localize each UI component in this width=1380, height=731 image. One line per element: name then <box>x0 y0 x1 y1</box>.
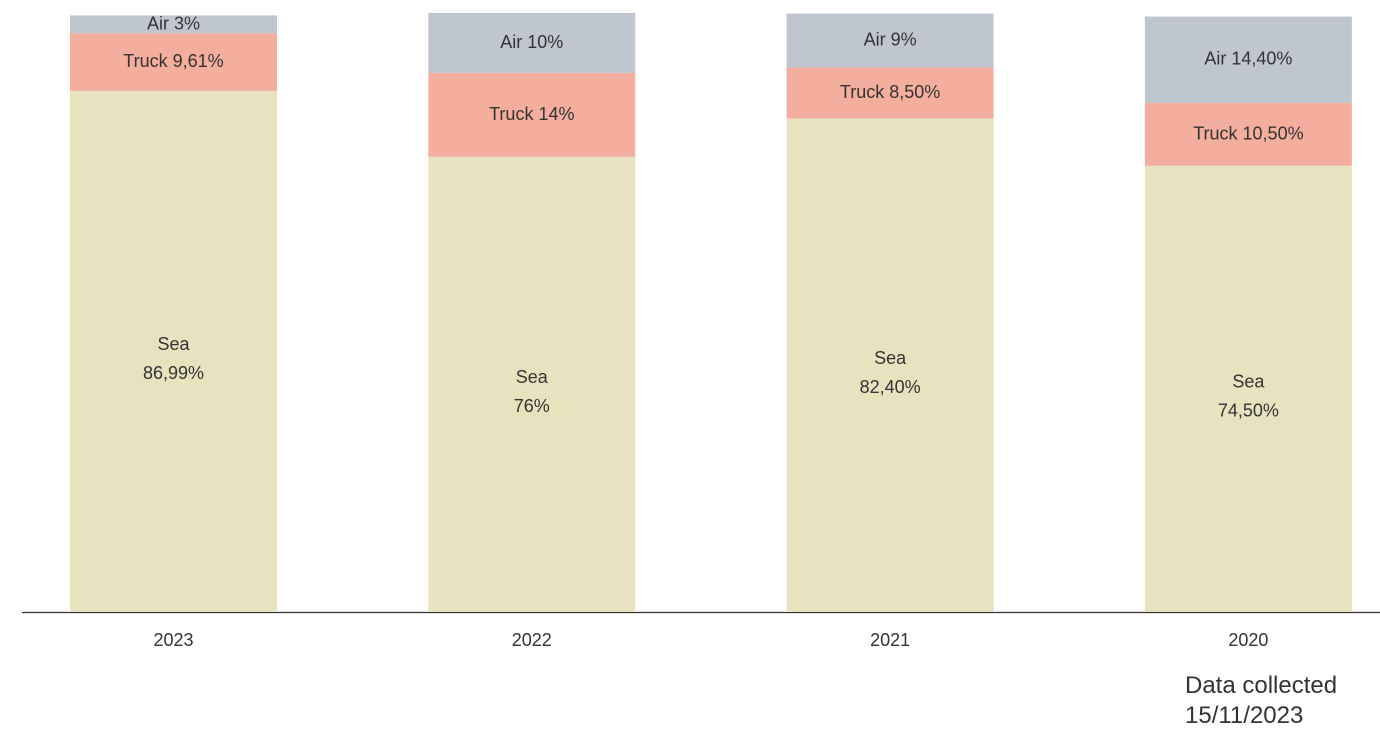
segment-value-label: 86,99% <box>143 363 204 383</box>
bar-segment <box>70 90 277 612</box>
segment-label: Sea <box>874 348 907 368</box>
segment-value-label: 10% <box>527 32 563 52</box>
series-name: Truck <box>123 51 168 71</box>
bar-segment <box>1144 102 1352 166</box>
series-name: Truck <box>840 82 885 102</box>
x-tick-label: 2022 <box>512 630 552 650</box>
segment-value-label: 9% <box>891 29 917 49</box>
segment-label: Air 14,40% <box>1204 48 1292 68</box>
segment-label: Sea <box>1232 372 1265 392</box>
series-name: Air <box>864 29 886 49</box>
series-name: Air <box>1204 48 1226 68</box>
footnote: Data collected 15/11/2023 <box>1185 672 1338 729</box>
segment-value-label: 8,50% <box>889 82 940 102</box>
segment-value-label: 3% <box>174 13 200 33</box>
bar-segment <box>70 33 277 91</box>
x-tick-label: 2021 <box>870 630 910 650</box>
bar-segment <box>786 13 994 68</box>
segment-label: Truck 14% <box>489 104 574 124</box>
x-tick-label: 2023 <box>153 630 193 650</box>
segment-value-label: 74,50% <box>1218 401 1279 421</box>
segment-label: Sea <box>516 367 549 387</box>
segment-value-label: 14,40% <box>1231 48 1292 68</box>
segment-label: Truck 10,50% <box>1193 123 1303 143</box>
segment-value-label: 9,61% <box>173 51 224 71</box>
segment-label: Truck 9,61% <box>123 51 223 71</box>
series-name: Air <box>147 13 169 33</box>
bar-segment <box>428 72 636 157</box>
segment-value-label: 10,50% <box>1243 123 1304 143</box>
bar-segment <box>1144 16 1352 103</box>
series-name: Air <box>500 32 522 52</box>
bar-segment <box>786 67 994 119</box>
bar-segment <box>70 15 277 34</box>
segment-label: Truck 8,50% <box>840 82 940 102</box>
bar-segment <box>1144 165 1352 612</box>
segment-label: Air 9% <box>864 29 917 49</box>
bar-segment <box>428 13 636 73</box>
series-name: Truck <box>489 104 534 124</box>
x-tick-label: 2020 <box>1228 630 1268 650</box>
segment-label: Sea <box>157 334 190 354</box>
segment-label: Air 10% <box>500 32 563 52</box>
segment-value-label: 82,40% <box>860 377 921 397</box>
segment-value-label: 14% <box>538 104 574 124</box>
bar-segment <box>786 118 994 612</box>
segment-value-label: 76% <box>514 396 550 416</box>
series-name: Truck <box>1193 123 1238 143</box>
segment-label: Air 3% <box>147 13 200 33</box>
bar-segment <box>428 156 636 612</box>
